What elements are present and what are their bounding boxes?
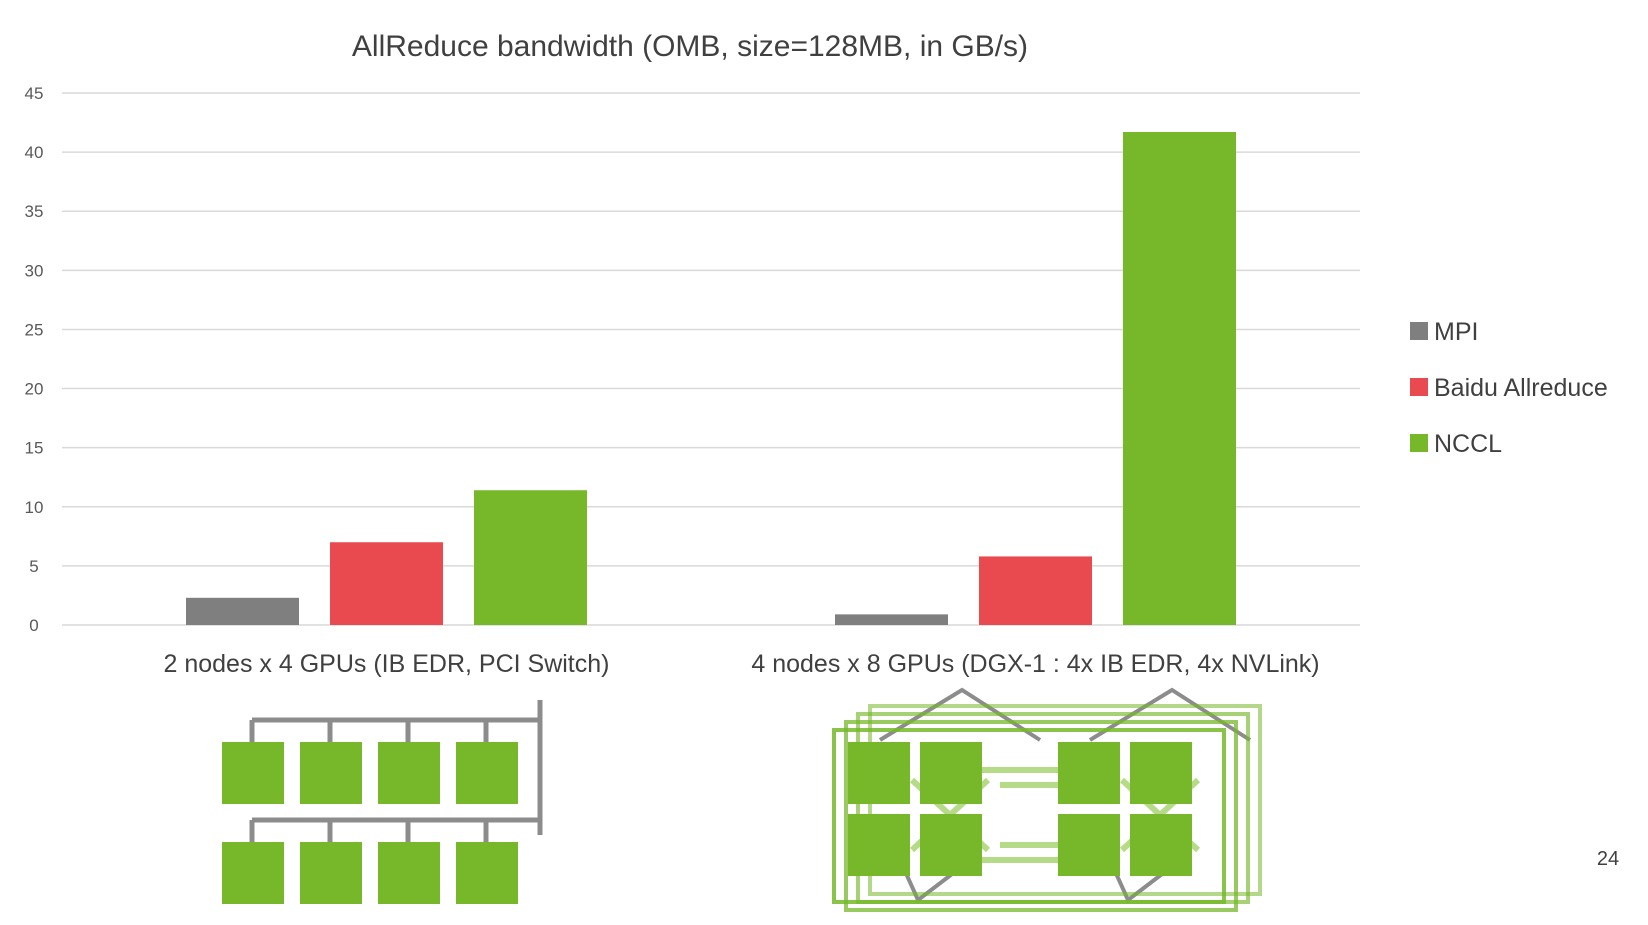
- x-category-label: 4 nodes x 8 GPUs (DGX-1 : 4x IB EDR, 4x …: [751, 650, 1319, 678]
- pci-switch-connectors: [249, 700, 543, 842]
- y-tick-label: 15: [25, 439, 44, 458]
- y-tick-label: 20: [25, 380, 44, 399]
- gridlines: [62, 92, 1360, 626]
- legend-label: Baidu Allreduce: [1434, 374, 1608, 402]
- x-axis-categories: 2 nodes x 4 GPUs (IB EDR, PCI Switch) 4 n…: [164, 650, 1320, 678]
- bar-nccl: [1123, 132, 1236, 625]
- bar-mpi: [835, 614, 948, 625]
- y-tick-label: 35: [25, 202, 44, 221]
- y-axis-ticks: 0 5 10 15 20 25 30 35 40 45: [25, 84, 44, 635]
- bar-baidu-allreduce: [330, 542, 443, 625]
- legend-label: MPI: [1434, 318, 1478, 346]
- dgx1-nvlink-topology-diagram: [832, 687, 1262, 912]
- chart-title: AllReduce bandwidth (OMB, size=128MB, in…: [352, 30, 1028, 63]
- y-tick-label: 45: [25, 84, 44, 103]
- legend-label: NCCL: [1434, 430, 1502, 458]
- bars: [186, 132, 1236, 625]
- dgx1-gpu-squares: [848, 742, 1192, 876]
- y-tick-label: 30: [25, 261, 44, 280]
- y-tick-label: 10: [25, 498, 44, 517]
- page-number: 24: [1597, 848, 1619, 870]
- bar-mpi: [186, 597, 299, 625]
- y-tick-label: 5: [29, 557, 38, 576]
- x-category-label: 2 nodes x 4 GPUs (IB EDR, PCI Switch): [164, 650, 610, 678]
- gpu-squares: [222, 742, 518, 904]
- pci-switch-topology-diagram: [222, 700, 543, 904]
- y-tick-label: 40: [25, 143, 44, 162]
- legend: MPI Baidu Allreduce NCCL: [1410, 318, 1608, 458]
- bar-baidu-allreduce: [979, 556, 1092, 625]
- legend-swatch: [1410, 434, 1428, 452]
- stacked-node-outlines: [832, 704, 1262, 912]
- legend-swatch: [1410, 322, 1428, 340]
- y-tick-label: 25: [25, 320, 44, 339]
- y-tick-label: 0: [29, 616, 38, 635]
- legend-swatch: [1410, 378, 1428, 396]
- bar-nccl: [474, 490, 587, 625]
